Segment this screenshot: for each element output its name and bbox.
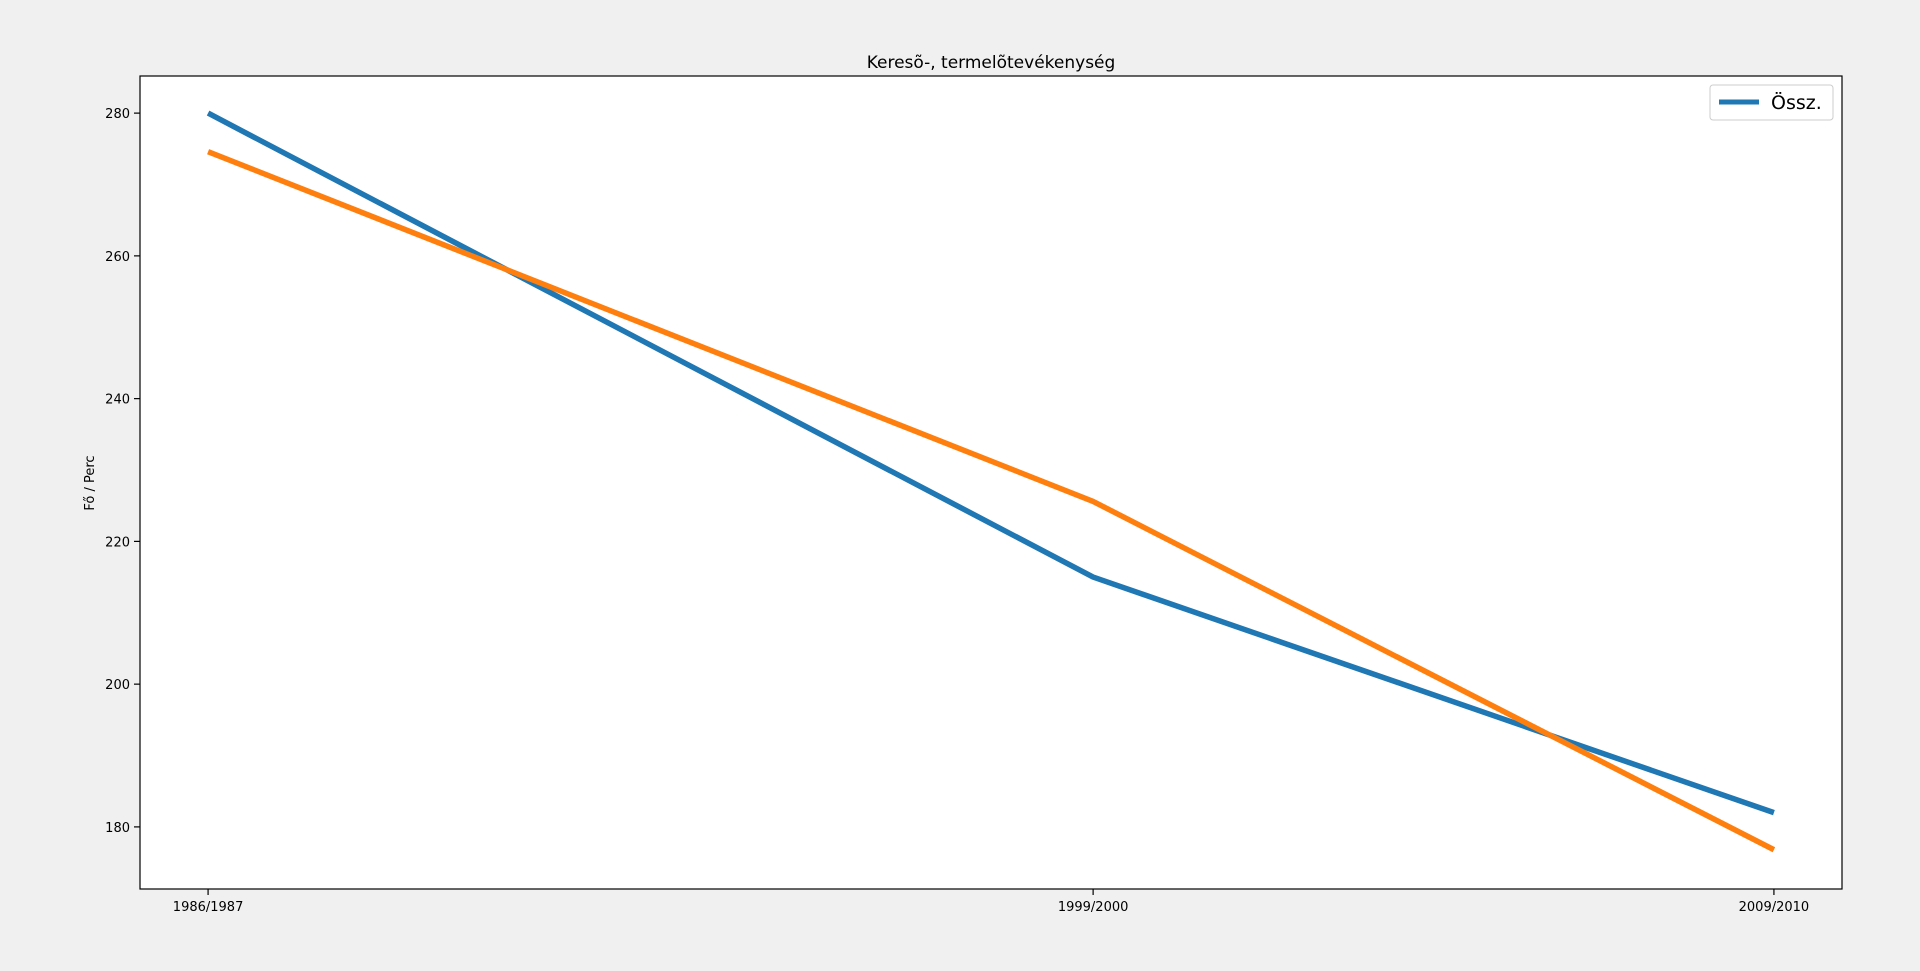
series-layer <box>206 110 1776 853</box>
y-tick-label: 240 <box>105 393 130 408</box>
plot-frame <box>139 75 1843 890</box>
x-tick-label: 2009/2010 <box>1739 900 1810 915</box>
legend-label-ossz: Össz. <box>1771 91 1822 114</box>
y-tick-label: 200 <box>105 678 130 693</box>
x-tick-label: 1999/2000 <box>1058 900 1129 915</box>
x-tick-label: 1986/1987 <box>173 900 244 915</box>
y-tick-label: 220 <box>105 535 130 550</box>
chart-title: Keresõ-, termelõtevékenység <box>867 53 1116 73</box>
y-tick-label: 180 <box>105 821 130 836</box>
y-tick-label: 260 <box>105 250 130 265</box>
legend-box <box>1709 84 1834 121</box>
x-axis: 1986/1987 1999/2000 2009/2010 <box>173 889 1809 915</box>
legend: Össz. <box>1709 84 1834 121</box>
y-axis: 180 200 220 240 260 280 <box>105 107 140 836</box>
y-tick-label: 280 <box>105 107 130 122</box>
plot-area <box>140 76 1842 889</box>
series-line-1 <box>207 149 1776 853</box>
y-axis-label: Fő / Perc <box>83 455 98 510</box>
